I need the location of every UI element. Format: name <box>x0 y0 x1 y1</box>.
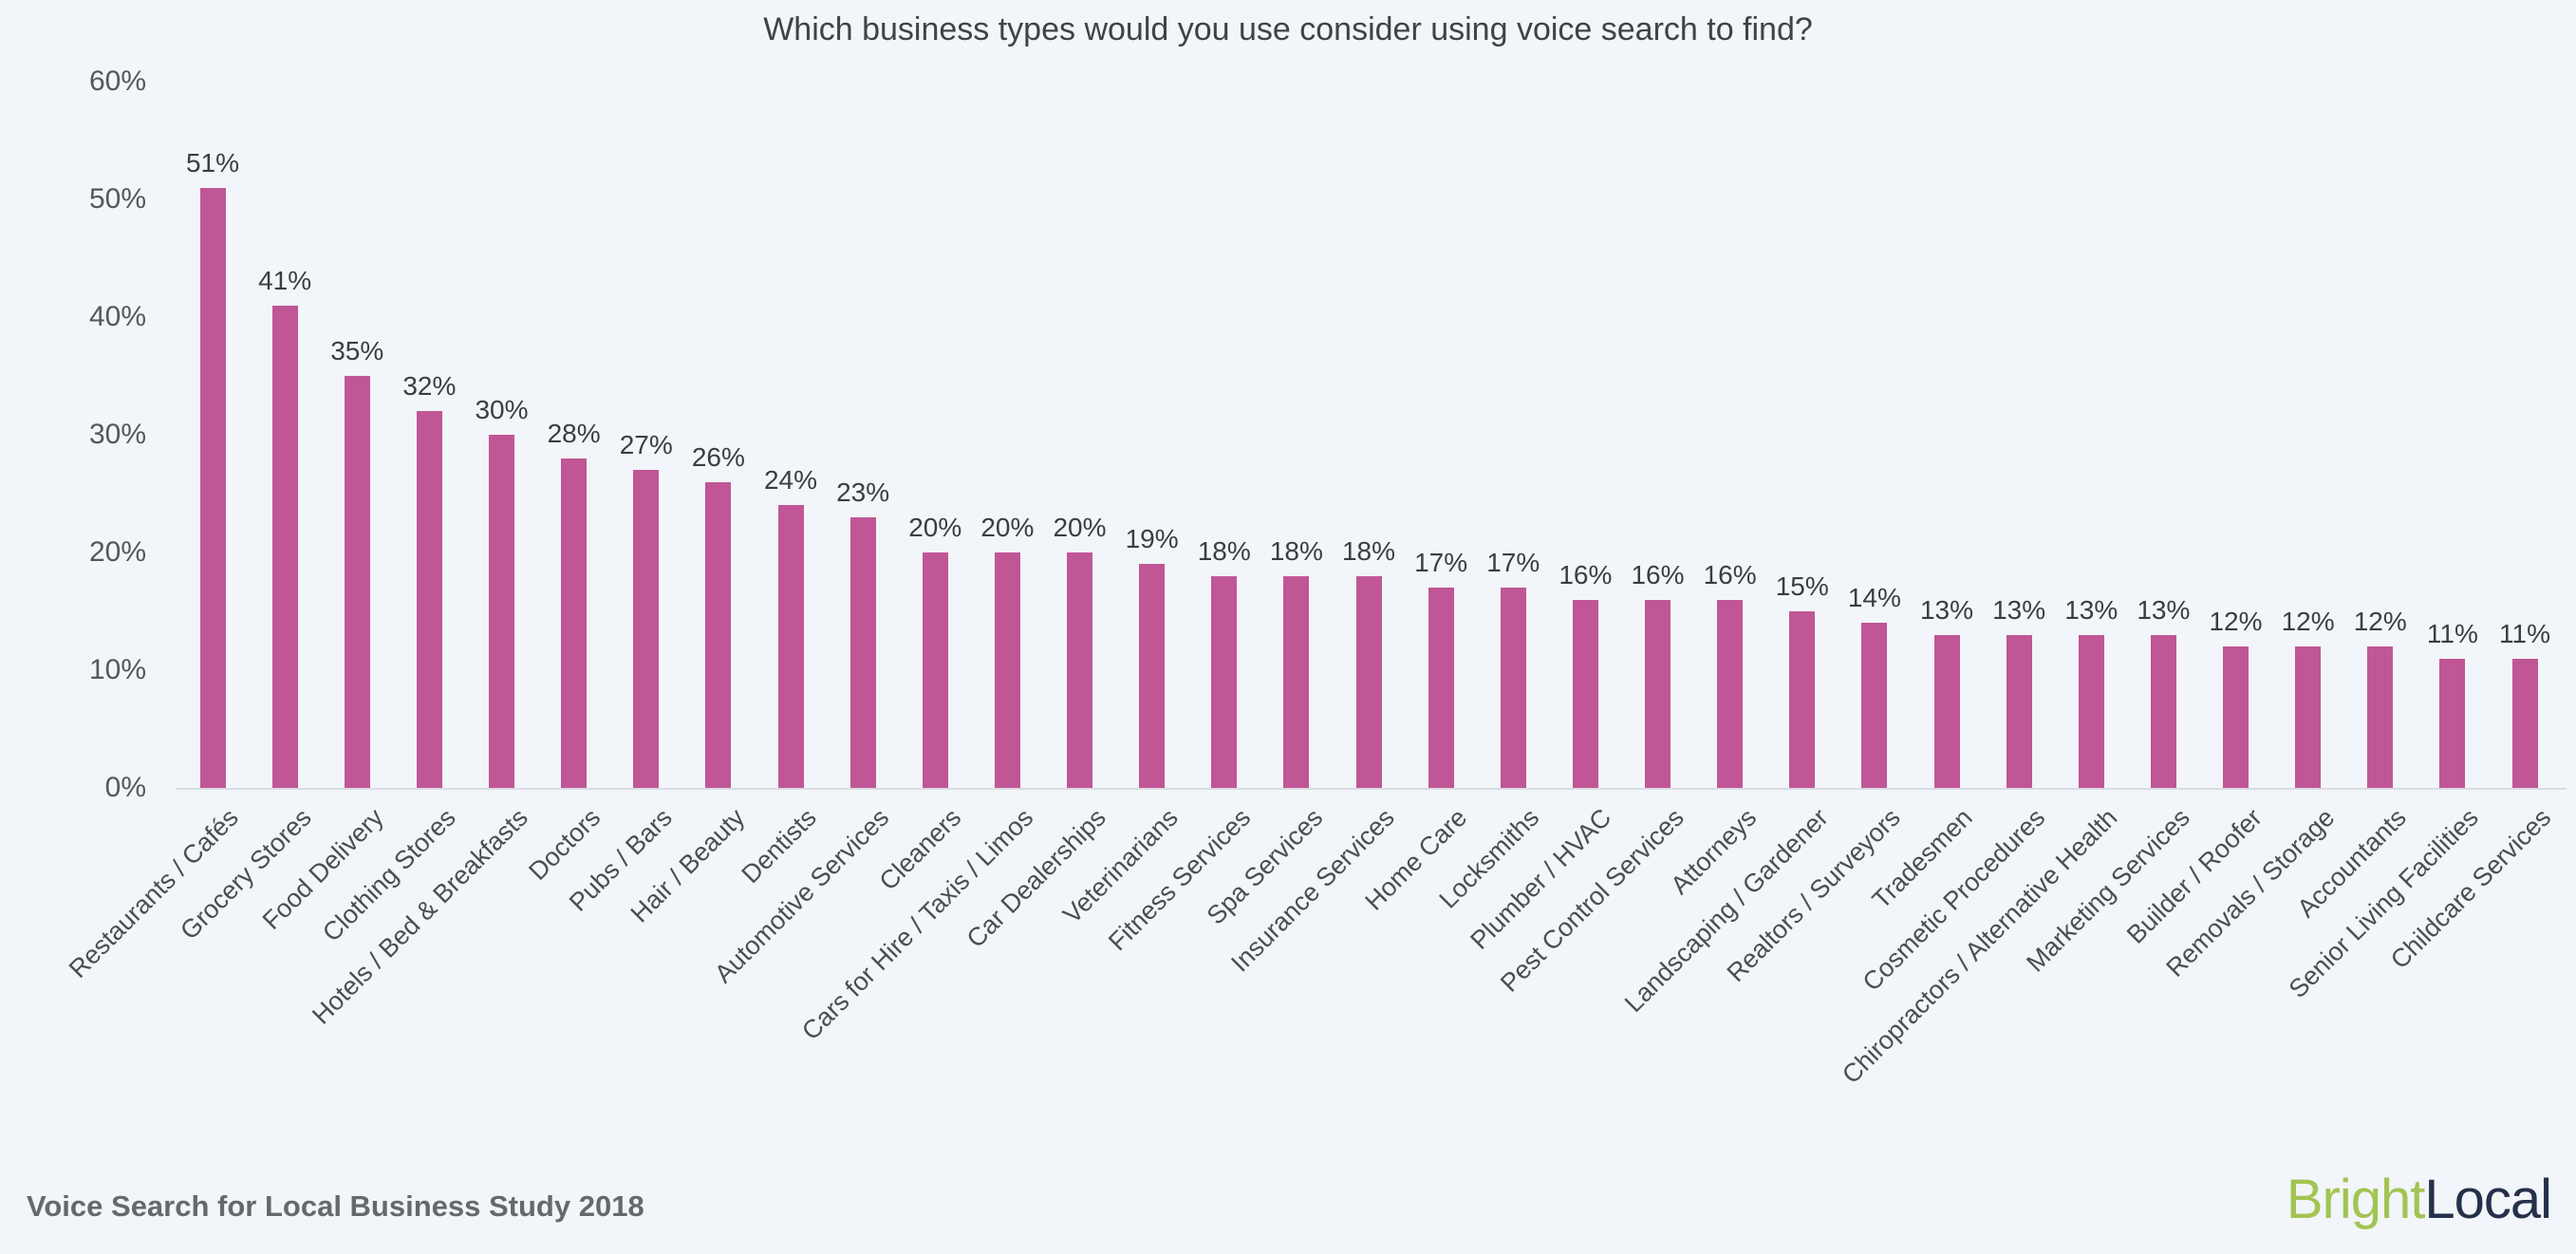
bar <box>416 411 442 788</box>
bar <box>1355 575 1382 788</box>
value-label: 11% <box>2426 618 2478 648</box>
value-label: 13% <box>1919 594 1974 625</box>
source-label: Voice Search for Local Business Study 20… <box>27 1189 644 1223</box>
value-label: 12% <box>2353 607 2407 637</box>
y-axis-tick-label: 30% <box>88 419 146 450</box>
bar <box>2150 634 2176 788</box>
value-label: 15% <box>1775 571 1829 601</box>
value-label: 26% <box>691 441 745 472</box>
value-label: 14% <box>1847 583 1901 613</box>
bar <box>922 552 948 788</box>
value-label: 20% <box>980 513 1035 542</box>
bar <box>777 505 804 788</box>
value-label: 51% <box>185 147 240 178</box>
value-label: 35% <box>330 336 384 365</box>
value-label: 11% <box>2499 618 2550 648</box>
y-axis-tick-label: 40% <box>88 301 146 332</box>
value-label: 20% <box>1053 513 1107 542</box>
bar <box>561 458 588 788</box>
value-label: 16% <box>1703 559 1757 590</box>
bar <box>489 435 514 788</box>
value-label: 32% <box>402 371 457 402</box>
value-label: 41% <box>258 265 312 295</box>
brightlocal-logo: BrightLocal <box>2286 1168 2552 1231</box>
value-label: 23% <box>836 477 890 507</box>
bar <box>705 481 732 788</box>
bar <box>633 470 660 788</box>
bar <box>1717 599 1744 788</box>
value-label: 12% <box>2209 607 2263 637</box>
value-label: 19% <box>1125 524 1179 554</box>
bar <box>1933 634 1960 788</box>
bar <box>1211 575 1238 788</box>
bar <box>1861 623 1888 788</box>
y-axis-tick-label: 0% <box>104 772 146 803</box>
value-label: 17% <box>1486 548 1540 578</box>
value-label: 16% <box>1631 559 1685 590</box>
bar <box>994 552 1020 788</box>
bar <box>271 305 298 788</box>
y-axis-tick-label: 10% <box>88 654 146 685</box>
value-label: 13% <box>2137 594 2191 625</box>
bar <box>849 516 876 788</box>
x-axis-baseline <box>176 788 2567 790</box>
bar <box>1283 575 1310 788</box>
bar <box>2078 634 2104 788</box>
value-label: 18% <box>1341 535 1396 566</box>
brightlocal-logo-local: Local <box>2424 1169 2552 1230</box>
bar <box>1572 599 1598 788</box>
bar <box>2367 646 2394 788</box>
bar <box>199 187 226 788</box>
bar <box>344 376 370 788</box>
value-label: 17% <box>1414 548 1468 578</box>
bar <box>1789 611 1816 788</box>
y-axis-tick-label: 50% <box>88 183 146 215</box>
bar <box>1428 588 1454 788</box>
value-label: 27% <box>619 430 673 460</box>
value-label: 13% <box>1992 594 2046 625</box>
value-label: 13% <box>2064 594 2119 625</box>
y-axis-tick-label: 20% <box>88 536 146 568</box>
value-label: 24% <box>763 465 818 496</box>
bar <box>2439 658 2466 788</box>
value-label: 20% <box>908 513 962 542</box>
bar <box>2223 646 2249 788</box>
bar <box>1139 564 1166 788</box>
bar <box>2511 658 2538 788</box>
value-label: 12% <box>2281 607 2335 637</box>
y-axis-tick-label: 60% <box>88 66 146 97</box>
value-label: 18% <box>1269 535 1323 566</box>
bar <box>2295 646 2322 788</box>
bar <box>1500 588 1526 788</box>
chart-title: Which business types would you use consi… <box>763 11 1813 47</box>
value-label: 18% <box>1197 535 1251 566</box>
brightlocal-logo-bright: Bright <box>2286 1169 2426 1230</box>
value-label: 16% <box>1559 559 1613 590</box>
bar <box>1067 552 1092 788</box>
bar <box>2006 634 2032 788</box>
bar <box>1645 599 1671 788</box>
value-label: 28% <box>547 418 601 448</box>
value-label: 30% <box>475 395 529 424</box>
